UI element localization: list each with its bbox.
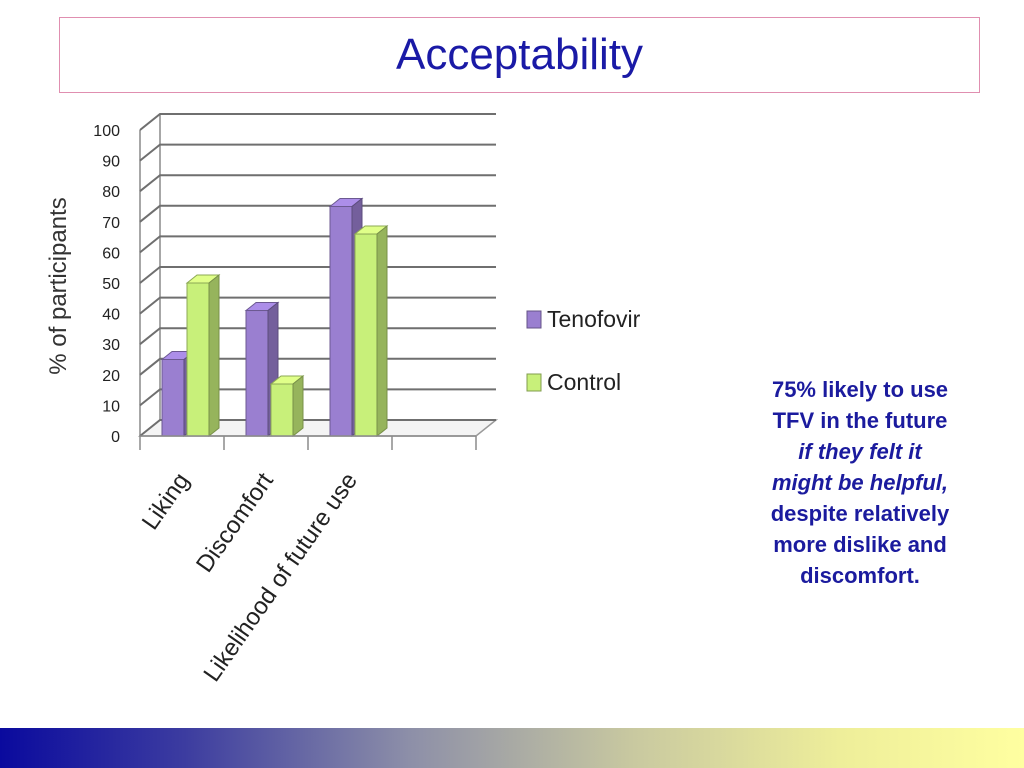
bar — [185, 273, 221, 438]
note-line: discomfort. — [800, 563, 920, 588]
x-tick-label: Likelihood of future use — [198, 468, 362, 687]
legend-label: Tenofovir — [547, 306, 641, 332]
summary-note: 75% likely to use TFV in the future if t… — [735, 374, 985, 591]
note-line: if they felt it — [798, 439, 922, 464]
gridline — [139, 235, 496, 254]
bar — [353, 224, 389, 438]
y-tick-label: 0 — [111, 429, 120, 446]
y-tick-label: 20 — [102, 368, 120, 385]
y-tick-label: 50 — [102, 276, 120, 293]
y-tick-label: 90 — [102, 154, 120, 171]
y-tick-label: 30 — [102, 337, 120, 354]
x-tick-label: Liking — [137, 468, 195, 535]
gridline — [139, 143, 496, 162]
bar-chart: 0 10 20 30 40 50 60 70 80 90 100 LikingDiscomfortL… — [45, 113, 641, 687]
gridline — [139, 174, 496, 192]
y-tick-label: 70 — [102, 215, 120, 232]
note-line: despite relatively — [770, 501, 950, 526]
note-line: TFV in the future — [772, 408, 948, 433]
legend-swatch — [526, 310, 542, 329]
slide-title: Acceptability — [395, 30, 643, 79]
y-tick-label: 100 — [93, 123, 120, 140]
y-axis-label: % of participants — [45, 197, 72, 374]
legend-swatch — [526, 373, 542, 392]
legend-label: Control — [547, 369, 621, 395]
y-tick-label: 80 — [102, 184, 120, 201]
y-tick-label: 10 — [102, 398, 120, 415]
gridline — [139, 204, 496, 223]
y-tick-label: 40 — [102, 307, 120, 324]
y-tick-label: 60 — [102, 245, 120, 262]
title-box: Acceptability — [59, 17, 980, 93]
x-tick-label: Discomfort — [191, 468, 279, 578]
footer-gradient-band — [0, 728, 1024, 768]
note-line: 75% likely to use — [771, 377, 949, 402]
note-line: more dislike and — [773, 532, 947, 557]
gridline — [139, 113, 496, 131]
bar — [269, 374, 305, 438]
note-line: might be helpful, — [772, 470, 948, 495]
